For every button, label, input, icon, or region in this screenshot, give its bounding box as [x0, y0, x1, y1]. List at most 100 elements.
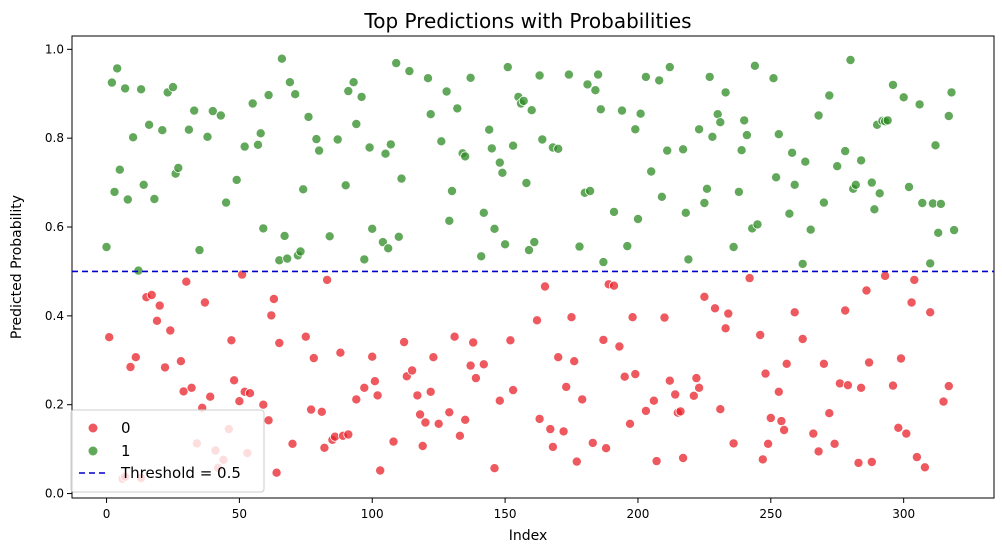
point-class-0	[266, 310, 277, 321]
point-class-1	[882, 115, 893, 126]
points-layer	[101, 53, 960, 484]
point-class-0	[367, 351, 378, 362]
point-class-1	[444, 215, 455, 226]
point-class-1	[593, 69, 604, 80]
point-class-0	[842, 380, 853, 391]
point-class-1	[101, 241, 112, 252]
point-class-1	[529, 237, 540, 248]
point-class-0	[322, 274, 333, 285]
point-class-0	[372, 390, 383, 401]
legend: 0 1 Threshold = 0.5	[70, 409, 265, 493]
point-class-1	[367, 223, 378, 234]
point-class-1	[478, 207, 489, 218]
point-class-0	[104, 332, 115, 343]
point-class-0	[343, 429, 354, 440]
point-class-1	[773, 129, 784, 140]
point-class-0	[864, 357, 875, 368]
point-class-1	[284, 77, 295, 88]
point-class-1	[563, 69, 574, 80]
point-class-1	[452, 103, 463, 114]
point-class-0	[151, 315, 162, 326]
point-class-1	[818, 197, 829, 208]
point-class-1	[332, 134, 343, 145]
point-class-1	[500, 239, 511, 250]
point-class-0	[710, 303, 721, 314]
point-class-1	[949, 225, 960, 236]
point-class-1	[282, 253, 293, 264]
point-class-0	[146, 289, 157, 300]
point-class-0	[154, 300, 165, 311]
point-class-0	[691, 373, 702, 384]
point-class-0	[943, 381, 954, 392]
point-class-0	[316, 406, 327, 417]
point-class-0	[773, 386, 784, 397]
point-class-0	[428, 352, 439, 363]
point-class-1	[553, 143, 564, 154]
point-class-1	[359, 254, 370, 265]
point-class-1	[699, 197, 710, 208]
point-class-0	[553, 352, 564, 363]
point-class-1	[917, 197, 928, 208]
point-class-0	[351, 394, 362, 405]
legend-marker-class-0	[88, 423, 98, 433]
point-class-1	[869, 204, 880, 215]
y-axis-label: Predicted Probability	[9, 195, 25, 339]
y-tick-label: 0.4	[45, 309, 64, 323]
point-class-1	[622, 241, 633, 252]
point-class-0	[181, 276, 192, 287]
point-class-0	[781, 358, 792, 369]
point-class-0	[454, 430, 465, 441]
point-class-0	[319, 442, 330, 453]
point-class-1	[133, 265, 144, 276]
point-class-1	[128, 132, 139, 143]
point-class-1	[656, 191, 667, 202]
point-class-0	[534, 413, 545, 424]
x-tick-label: 50	[232, 507, 247, 521]
point-class-0	[306, 404, 317, 415]
point-class-1	[784, 208, 795, 219]
point-class-1	[935, 198, 946, 209]
point-class-0	[765, 412, 776, 423]
point-class-1	[646, 166, 657, 177]
point-class-0	[723, 308, 734, 319]
point-class-0	[159, 362, 170, 373]
point-class-0	[237, 269, 248, 280]
point-class-0	[893, 422, 904, 433]
point-class-0	[268, 293, 279, 304]
point-class-0	[755, 329, 766, 340]
point-class-1	[813, 110, 824, 121]
point-class-1	[106, 77, 117, 88]
point-class-0	[433, 418, 444, 429]
point-class-1	[441, 86, 452, 97]
point-class-0	[465, 360, 476, 371]
point-class-1	[138, 179, 149, 190]
point-class-1	[736, 145, 747, 156]
point-class-1	[832, 161, 843, 172]
point-class-1	[489, 223, 500, 234]
point-class-0	[688, 390, 699, 401]
point-class-1	[136, 84, 147, 95]
point-class-1	[207, 106, 218, 117]
point-class-0	[561, 381, 572, 392]
point-class-0	[694, 382, 705, 393]
point-class-1	[194, 245, 205, 256]
point-class-1	[518, 95, 529, 106]
point-class-0	[829, 438, 840, 449]
point-class-0	[125, 361, 136, 372]
point-class-1	[582, 79, 593, 90]
point-class-0	[678, 452, 689, 463]
point-class-0	[601, 443, 612, 454]
point-class-0	[896, 353, 907, 364]
point-class-1	[239, 141, 250, 152]
point-class-0	[840, 305, 851, 316]
point-class-0	[274, 337, 285, 348]
point-class-0	[699, 291, 710, 302]
point-class-1	[120, 83, 131, 94]
point-class-0	[425, 386, 436, 397]
point-class-1	[702, 183, 713, 194]
point-class-0	[388, 436, 399, 447]
point-class-1	[258, 223, 269, 234]
point-class-1	[845, 55, 856, 66]
point-class-0	[670, 389, 681, 400]
